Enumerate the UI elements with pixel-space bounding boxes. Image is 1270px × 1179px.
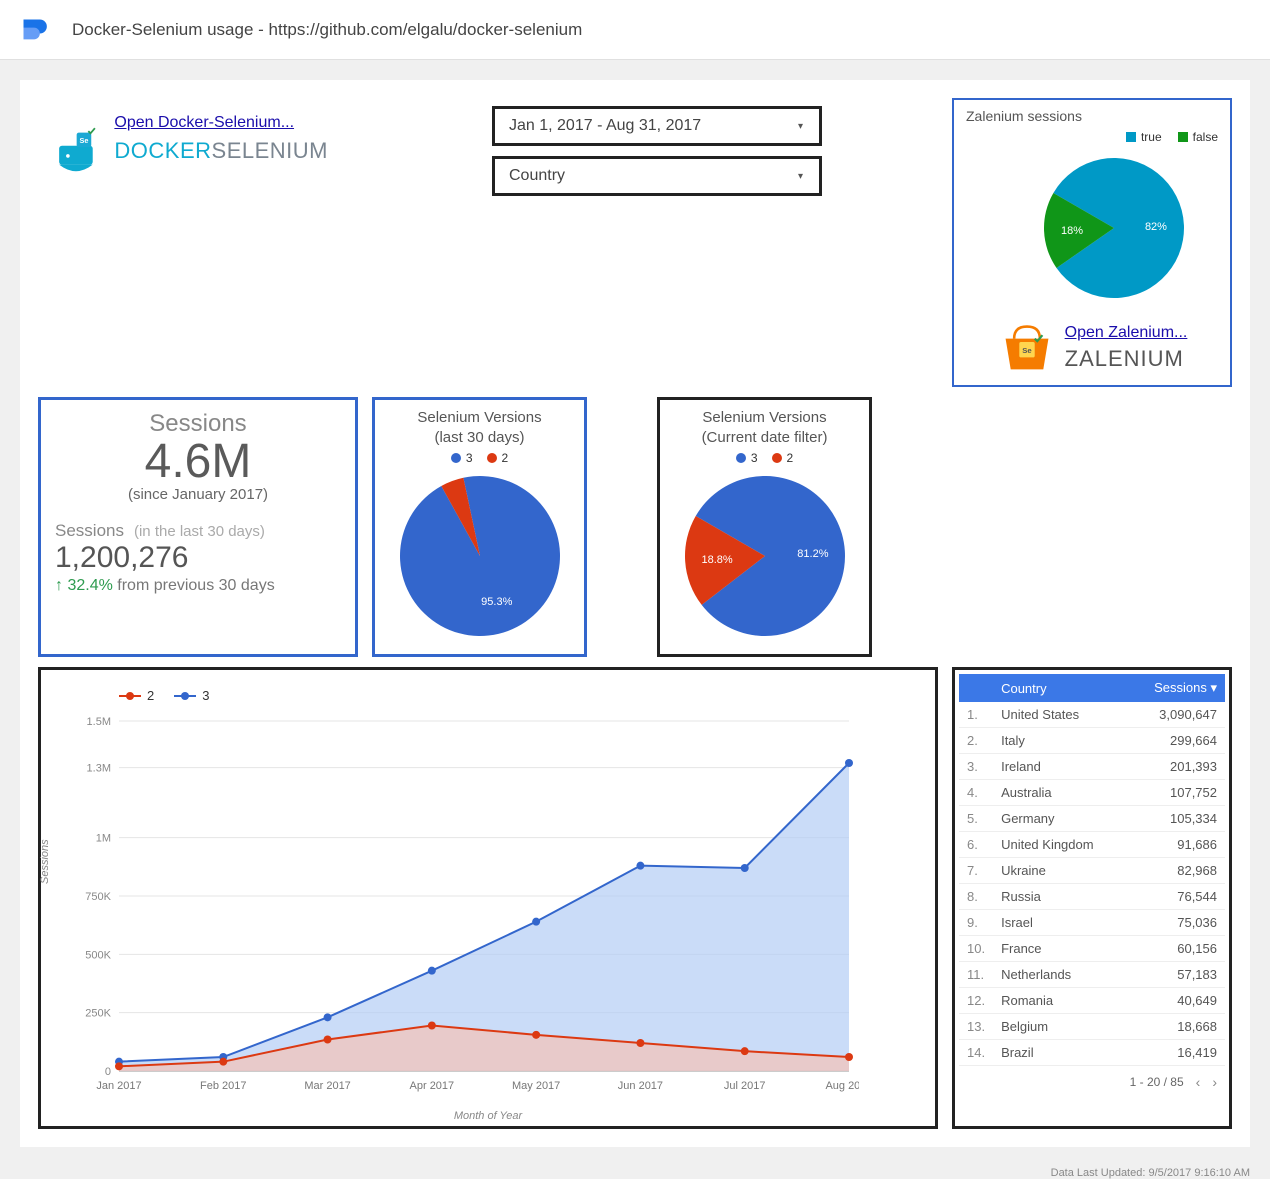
svg-text:Jul 2017: Jul 2017 <box>724 1080 766 1092</box>
svg-text:81.2%: 81.2% <box>797 548 828 560</box>
table-row: 11.Netherlands57,183 <box>959 962 1225 988</box>
svg-text:18.8%: 18.8% <box>702 554 733 566</box>
svg-text:82%: 82% <box>1145 221 1167 233</box>
zalenium-title: Zalenium sessions <box>966 108 1218 124</box>
table-footer: 1 - 20 / 85 ‹ › <box>959 1066 1225 1098</box>
svg-text:1M: 1M <box>96 833 111 845</box>
sessions-card: Sessions 4.6M (since January 2017) Sessi… <box>38 397 358 657</box>
pie-filter-legend: 3 2 <box>668 451 861 465</box>
table-row: 13.Belgium18,668 <box>959 1014 1225 1040</box>
table-row: 3.Ireland201,393 <box>959 754 1225 780</box>
svg-text:Se: Se <box>1022 346 1032 355</box>
table-row: 6.United Kingdom91,686 <box>959 832 1225 858</box>
pie-30days-card: Selenium Versions(last 30 days) 3 2 95.3… <box>372 397 587 657</box>
open-zalenium-link[interactable]: Open Zalenium... <box>1065 324 1188 341</box>
date-range-filter[interactable]: Jan 1, 2017 - Aug 31, 2017 <box>492 106 822 146</box>
pie-30days-title: Selenium Versions(last 30 days) <box>383 408 576 447</box>
zalenium-pie-chart: 82% 18% <box>966 148 1222 308</box>
pager-prev-button[interactable]: ‹ <box>1196 1074 1201 1090</box>
line-chart-legend: .cleg-item:nth-child(1) .cleg-line::afte… <box>119 688 917 703</box>
svg-text:Feb 2017: Feb 2017 <box>200 1080 246 1092</box>
docker-selenium-logo-block: Se Open Docker-Selenium... DOCKERSELENIU… <box>38 98 328 387</box>
svg-text:Apr 2017: Apr 2017 <box>410 1080 455 1092</box>
zalenium-bag-icon: Se <box>997 323 1057 373</box>
svg-text:Jun 2017: Jun 2017 <box>618 1080 663 1092</box>
table-row: 2.Italy299,664 <box>959 728 1225 754</box>
pager-text: 1 - 20 / 85 <box>1130 1075 1184 1089</box>
svg-text:1.5M: 1.5M <box>87 716 111 728</box>
sessions-30-label: Sessions(in the last 30 days) <box>55 521 341 541</box>
table-row: 4.Australia107,752 <box>959 780 1225 806</box>
pie-filter-chart: 81.2% 18.8% <box>668 471 863 641</box>
svg-text:Jan 2017: Jan 2017 <box>96 1080 141 1092</box>
pie-filter-card: Selenium Versions(Current date filter) 3… <box>657 397 872 657</box>
table-row: 5.Germany105,334 <box>959 806 1225 832</box>
svg-text:Mar 2017: Mar 2017 <box>304 1080 350 1092</box>
sessions-title: Sessions <box>55 410 341 438</box>
table-row: 1.United States3,090,647 <box>959 702 1225 728</box>
svg-text:500K: 500K <box>85 949 111 961</box>
country-filter[interactable]: Country <box>492 156 822 196</box>
table-row: 9.Israel75,036 <box>959 910 1225 936</box>
table-row: 8.Russia76,544 <box>959 884 1225 910</box>
zalenium-wordmark: ZALENIUM <box>1065 346 1188 372</box>
pie-filter-title: Selenium Versions(Current date filter) <box>668 408 861 447</box>
line-chart: 0 250K 500K 750K 1M 1.3M 1.5M Jan 2017 Feb 2017 M… <box>59 711 859 1111</box>
svg-text:95.3%: 95.3% <box>481 596 512 608</box>
table-header[interactable] <box>959 674 993 702</box>
filters: Jan 1, 2017 - Aug 31, 2017 Country <box>342 98 938 387</box>
page-title: Docker-Selenium usage - https://github.c… <box>72 20 582 40</box>
svg-text:0: 0 <box>105 1066 111 1078</box>
svg-text:1.3M: 1.3M <box>87 763 111 775</box>
docker-selenium-wordmark: DOCKERSELENIUM <box>114 138 328 164</box>
table-header[interactable]: Country <box>993 674 1127 702</box>
open-docker-selenium-link[interactable]: Open Docker-Selenium... <box>114 114 294 131</box>
datastudio-logo-icon <box>20 16 48 44</box>
y-axis-title: Sessions <box>39 839 51 884</box>
table-row: 12.Romania40,649 <box>959 988 1225 1014</box>
sessions-since: (since January 2017) <box>55 486 341 503</box>
svg-text:18%: 18% <box>1061 225 1083 237</box>
zalenium-card: Zalenium sessions true false 82% 18% Se O… <box>952 98 1232 387</box>
docker-whale-icon: Se <box>46 114 104 192</box>
table-row: 14.Brazil16,419 <box>959 1040 1225 1066</box>
svg-text:750K: 750K <box>85 891 111 903</box>
dashboard: Se Open Docker-Selenium... DOCKERSELENIU… <box>20 80 1250 1147</box>
zalenium-legend: true false <box>966 130 1218 144</box>
pie-30days-chart: 95.3% <box>383 471 578 641</box>
sessions-change: ↑ 32.4% from previous 30 days <box>55 577 341 595</box>
svg-text:250K: 250K <box>85 1008 111 1020</box>
last-updated: Data Last Updated: 9/5/2017 9:16:10 AM <box>0 1167 1270 1179</box>
table-row: 10.France60,156 <box>959 936 1225 962</box>
x-axis-title: Month of Year <box>454 1110 522 1122</box>
svg-text:Aug 2017: Aug 2017 <box>825 1080 859 1092</box>
sessions-30-value: 1,200,276 <box>55 541 341 575</box>
svg-text:Se: Se <box>80 136 89 145</box>
svg-text:May 2017: May 2017 <box>512 1080 560 1092</box>
country-table: CountrySessions ▾ 1.United States3,090,6… <box>959 674 1225 1066</box>
table-row: 7.Ukraine82,968 <box>959 858 1225 884</box>
pie-30days-legend: 3 2 <box>383 451 576 465</box>
table-header[interactable]: Sessions ▾ <box>1127 674 1225 702</box>
topbar: Docker-Selenium usage - https://github.c… <box>0 0 1270 60</box>
pager-next-button[interactable]: › <box>1212 1074 1217 1090</box>
sessions-total: 4.6M <box>55 438 341 486</box>
